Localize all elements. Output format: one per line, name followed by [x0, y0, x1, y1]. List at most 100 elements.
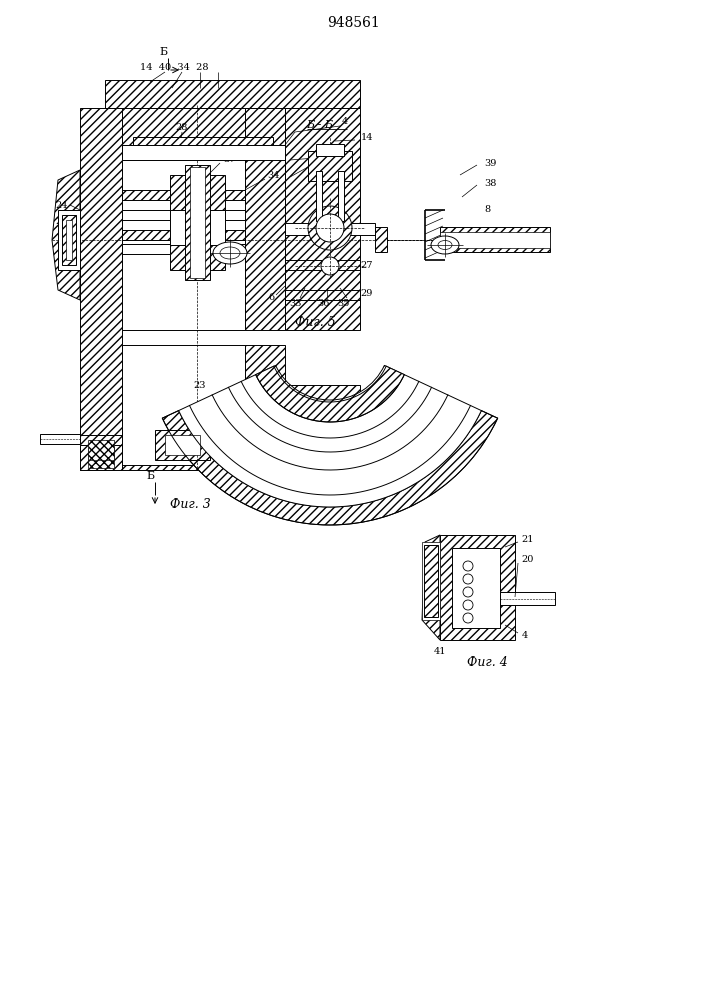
- Text: 14  40  34  28: 14 40 34 28: [140, 64, 209, 73]
- Bar: [245, 108, 285, 330]
- Text: 22: 22: [56, 218, 68, 227]
- Polygon shape: [52, 170, 80, 300]
- Bar: [122, 230, 170, 240]
- Text: 4: 4: [522, 631, 528, 640]
- Text: Б: Б: [146, 471, 154, 481]
- Bar: [375, 227, 387, 252]
- Circle shape: [308, 206, 352, 250]
- Ellipse shape: [213, 242, 247, 264]
- Circle shape: [463, 600, 473, 610]
- Bar: [422, 542, 440, 620]
- Bar: [225, 230, 245, 240]
- Bar: [122, 145, 285, 160]
- Text: 21: 21: [522, 536, 534, 544]
- Bar: [133, 137, 273, 145]
- Bar: [285, 260, 360, 270]
- Circle shape: [321, 257, 339, 275]
- Text: 4: 4: [342, 117, 348, 126]
- Text: 27: 27: [361, 260, 373, 269]
- Polygon shape: [422, 535, 440, 640]
- Bar: [122, 160, 245, 330]
- Bar: [80, 108, 122, 445]
- Bar: [338, 171, 344, 221]
- Circle shape: [463, 561, 473, 571]
- Bar: [88, 440, 114, 460]
- Bar: [80, 435, 290, 470]
- Text: Фиг. 5: Фиг. 5: [295, 316, 335, 330]
- Bar: [80, 445, 122, 470]
- Bar: [62, 215, 76, 265]
- Text: 948561: 948561: [327, 16, 380, 30]
- Text: 41: 41: [434, 648, 446, 656]
- Text: 14: 14: [361, 132, 373, 141]
- Text: 24: 24: [56, 200, 68, 210]
- Text: 36: 36: [317, 298, 329, 308]
- Text: Фиг. 4: Фиг. 4: [467, 656, 508, 668]
- Circle shape: [463, 574, 473, 584]
- Bar: [185, 165, 210, 280]
- Bar: [285, 385, 360, 465]
- Bar: [155, 430, 210, 460]
- Bar: [170, 210, 225, 245]
- Text: 20: 20: [522, 556, 534, 564]
- Bar: [440, 227, 550, 252]
- Bar: [500, 592, 555, 605]
- Bar: [285, 108, 360, 330]
- Bar: [170, 245, 225, 270]
- Text: Б: Б: [159, 47, 167, 57]
- Ellipse shape: [220, 247, 240, 259]
- Text: 40: 40: [309, 158, 321, 167]
- Bar: [440, 535, 515, 640]
- Bar: [122, 244, 170, 254]
- Bar: [316, 144, 344, 156]
- Bar: [225, 244, 245, 254]
- Text: 8: 8: [484, 206, 490, 215]
- Wedge shape: [256, 365, 404, 422]
- Ellipse shape: [438, 240, 452, 249]
- Circle shape: [463, 587, 473, 597]
- Text: 35: 35: [337, 298, 349, 308]
- Text: 20: 20: [357, 226, 369, 234]
- Bar: [316, 171, 322, 221]
- Bar: [452, 548, 500, 628]
- Bar: [88, 448, 114, 468]
- Bar: [424, 545, 438, 617]
- Wedge shape: [179, 366, 481, 507]
- Bar: [225, 210, 245, 220]
- Text: 6: 6: [268, 294, 274, 302]
- Bar: [190, 167, 205, 278]
- Bar: [122, 345, 245, 465]
- Bar: [440, 232, 550, 248]
- Bar: [58, 210, 80, 270]
- Bar: [285, 223, 375, 235]
- Bar: [225, 190, 245, 200]
- Bar: [245, 345, 285, 465]
- Bar: [122, 210, 170, 220]
- Text: 39: 39: [484, 158, 496, 167]
- Text: 28: 28: [176, 122, 188, 131]
- Text: 4: 4: [195, 138, 201, 147]
- Text: 37: 37: [223, 155, 236, 164]
- Ellipse shape: [431, 236, 459, 254]
- Bar: [285, 435, 360, 470]
- Bar: [170, 175, 225, 210]
- Circle shape: [463, 613, 473, 623]
- Text: Фиг. 3: Фиг. 3: [170, 497, 211, 510]
- Wedge shape: [163, 411, 498, 525]
- Bar: [308, 151, 352, 181]
- Text: 38: 38: [484, 178, 496, 188]
- Text: 6: 6: [315, 150, 321, 159]
- Text: 34: 34: [267, 170, 279, 180]
- Text: 23: 23: [194, 380, 206, 389]
- Bar: [165, 435, 200, 455]
- Bar: [105, 80, 360, 108]
- Text: Б - Б: Б - Б: [307, 120, 334, 130]
- Circle shape: [316, 214, 344, 242]
- Bar: [66, 220, 72, 260]
- Text: 33: 33: [290, 298, 303, 308]
- Bar: [40, 434, 80, 444]
- Bar: [285, 290, 360, 300]
- Bar: [122, 108, 285, 145]
- Text: 29: 29: [361, 290, 373, 298]
- Bar: [122, 190, 170, 200]
